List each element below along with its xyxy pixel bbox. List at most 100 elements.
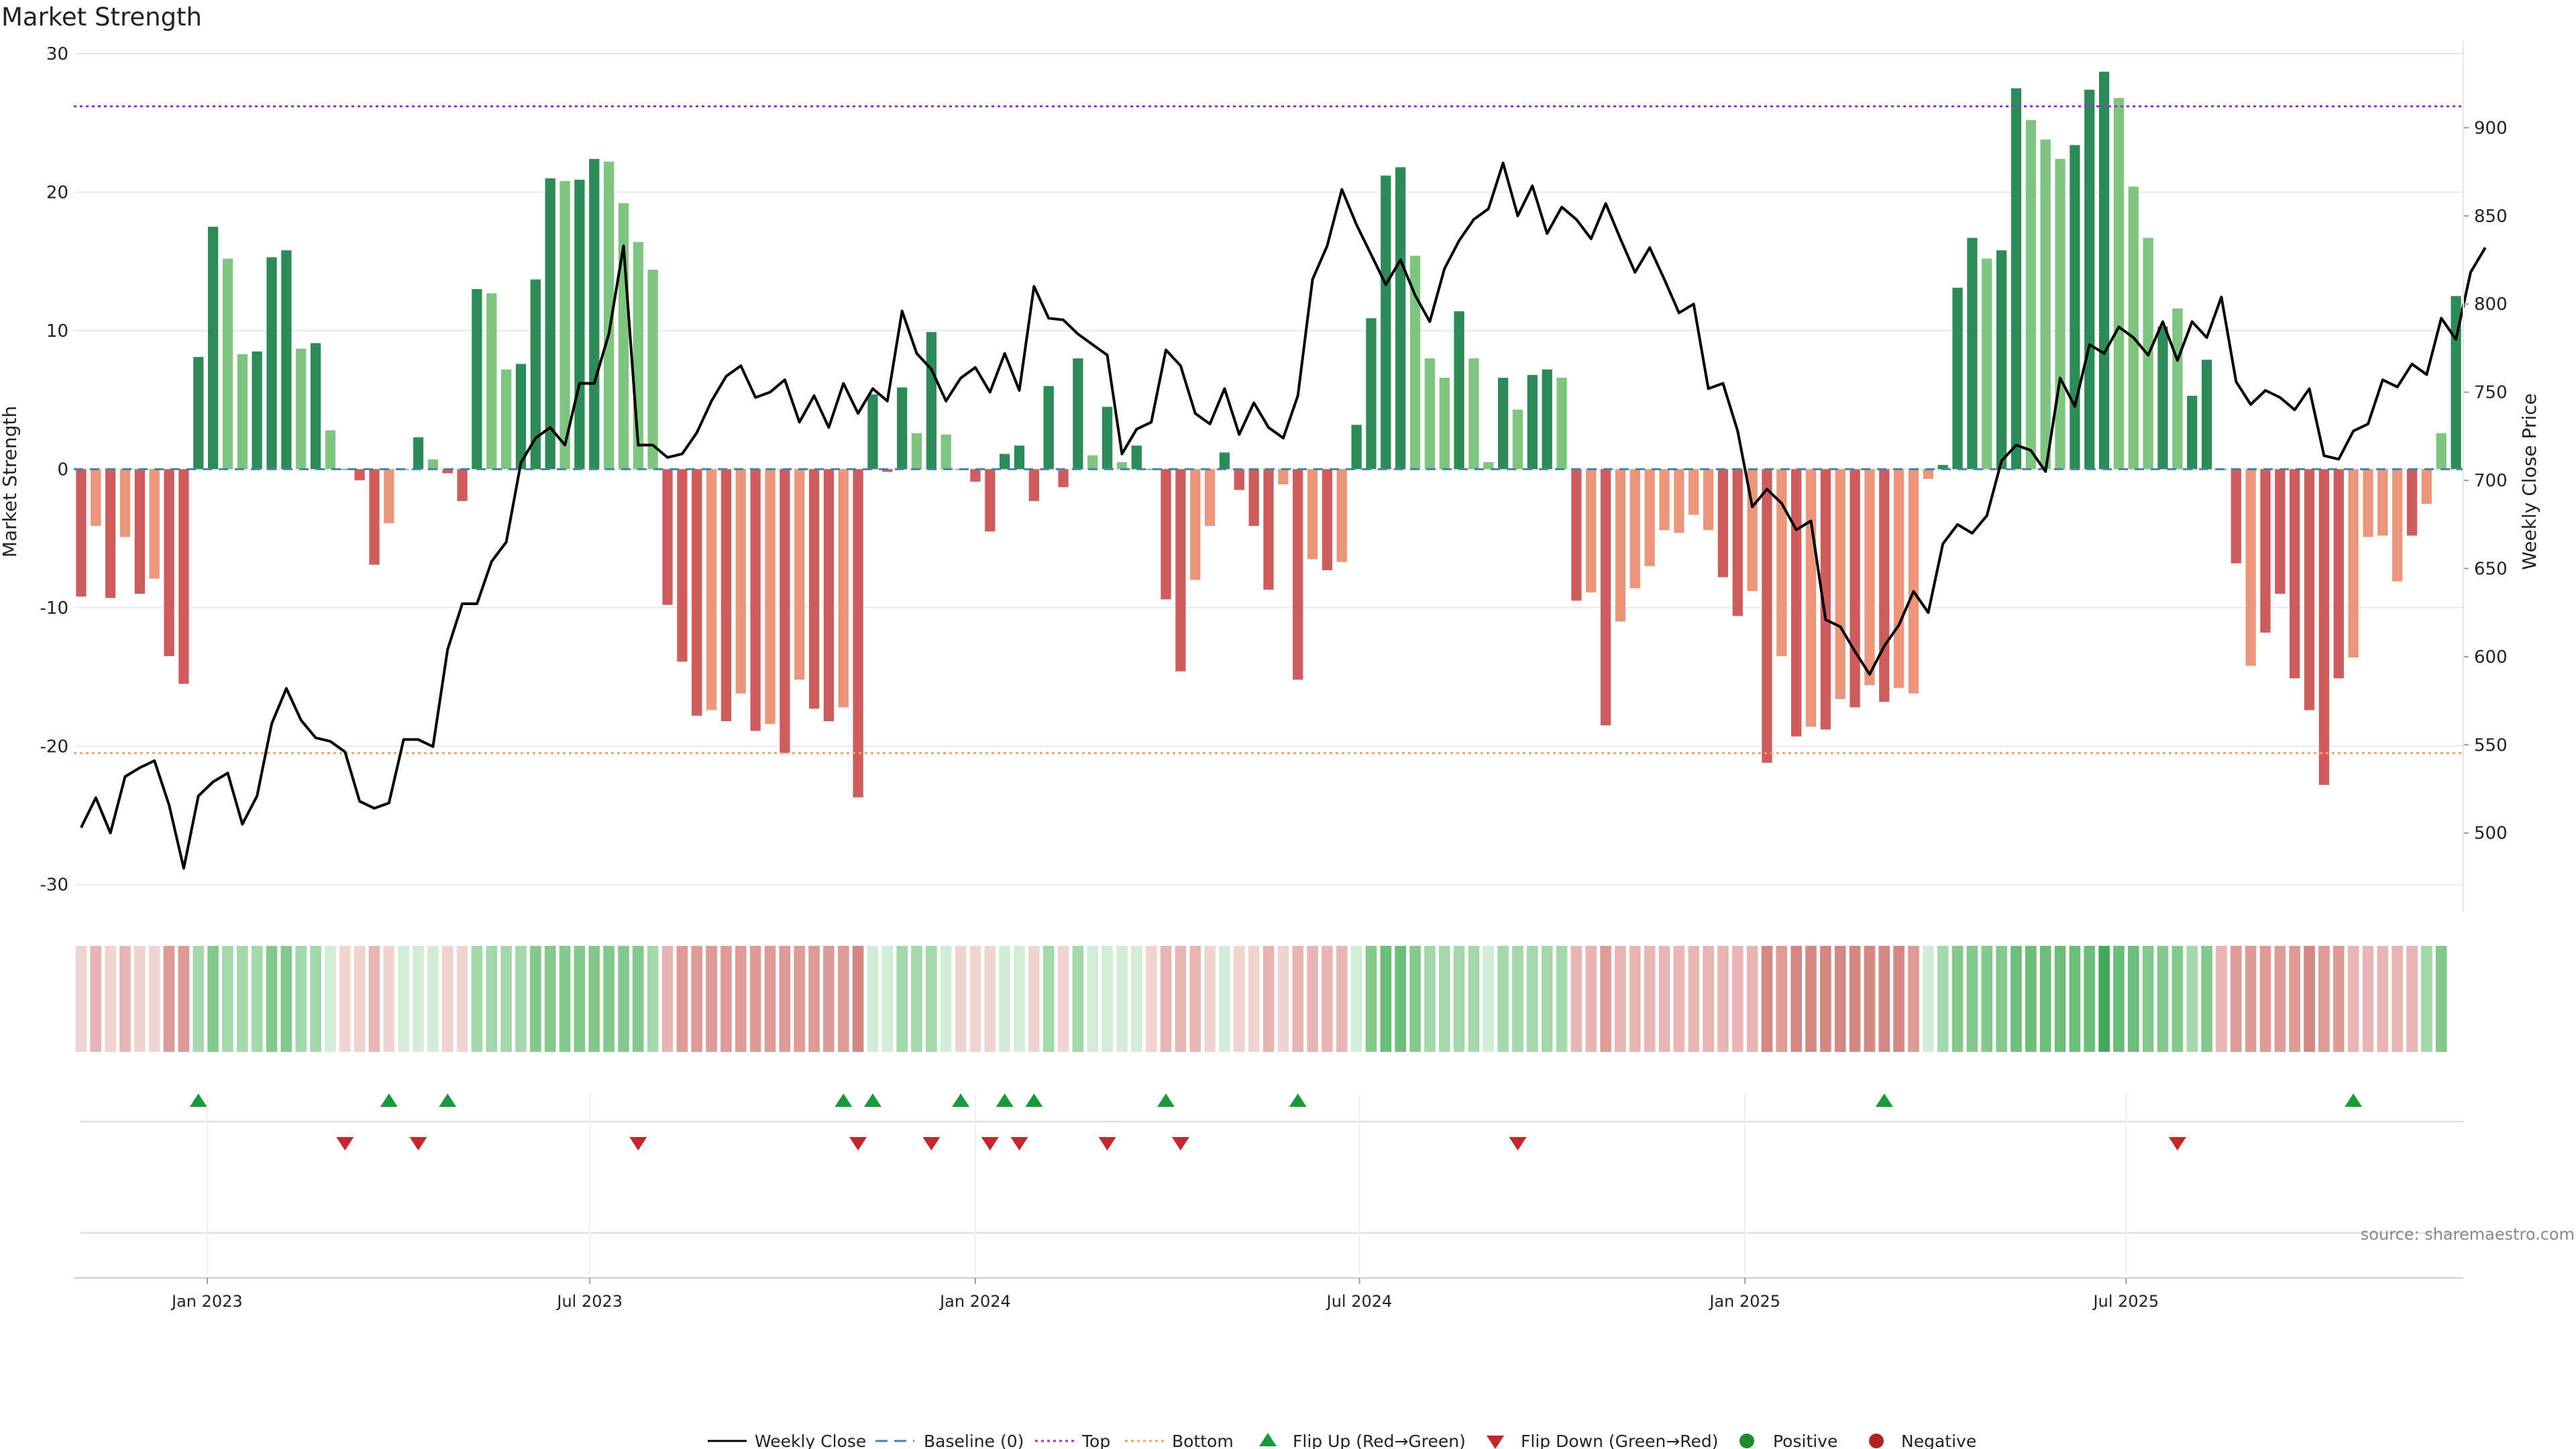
strength-bar	[720, 469, 732, 722]
strength-bar	[2113, 98, 2125, 470]
ribbon-cell	[706, 946, 717, 1052]
ribbon-cell	[207, 946, 219, 1052]
ribbon-cell	[148, 946, 160, 1052]
strength-bar	[515, 364, 527, 470]
ribbon-cell	[2054, 946, 2066, 1052]
flip-up-marker	[439, 1093, 457, 1107]
ribbon-cell	[2289, 946, 2300, 1052]
ribbon-cell	[896, 946, 908, 1052]
flip-down-marker	[981, 1137, 999, 1150]
strength-bar	[134, 469, 145, 594]
strength-bar	[1644, 469, 1655, 566]
ribbon-cell	[1350, 946, 1362, 1052]
strength-bar	[1864, 469, 1875, 686]
y2-tick-label: 650	[2474, 559, 2508, 579]
strength-bar	[882, 469, 893, 472]
strength-bar	[2070, 145, 2080, 470]
ribbon-cell	[749, 946, 761, 1052]
legend-flip-down-label: Flip Down (Green→Red)	[1521, 1432, 1719, 1449]
strength-bar	[1615, 469, 1626, 622]
ribbon-cell	[1322, 946, 1333, 1052]
strength-bar	[427, 459, 439, 470]
strength-bar	[442, 469, 453, 474]
strength-bar	[2348, 469, 2359, 658]
ribbon-cell	[2098, 946, 2110, 1052]
strength-bar	[1043, 386, 1054, 470]
strength-bar	[354, 469, 365, 480]
flip-up-marker	[952, 1093, 970, 1107]
strength-bar	[252, 351, 262, 470]
ribbon-cell	[1204, 946, 1216, 1052]
strength-bar	[735, 469, 746, 694]
strength-bar	[2421, 469, 2432, 504]
ribbon-cell	[163, 946, 175, 1052]
strength-bar	[692, 469, 702, 716]
strength-bar	[1483, 462, 1494, 470]
ribbon-cell	[237, 946, 248, 1052]
ribbon-cell	[1409, 946, 1421, 1052]
strength-bar	[911, 433, 922, 470]
ribbon-cell	[823, 946, 835, 1052]
strength-bar	[1732, 469, 1743, 616]
strength-bar	[1146, 469, 1157, 470]
ribbon-cell	[441, 946, 453, 1052]
ribbon-cell	[984, 946, 996, 1052]
strength-bar	[1395, 167, 1406, 470]
ribbon-cell	[1160, 946, 1172, 1052]
strength-bar	[2025, 120, 2036, 470]
ribbon-cell	[2010, 946, 2022, 1052]
y2-tick-label: 750	[2474, 383, 2508, 403]
strength-bar	[2010, 88, 2022, 470]
strength-bar	[1116, 462, 1128, 470]
chart-title: Market Strength	[1, 3, 202, 32]
ribbon-cell	[2377, 946, 2389, 1052]
ribbon-cell	[2304, 946, 2315, 1052]
strength-bar	[1263, 469, 1274, 590]
strength-bar	[603, 162, 614, 470]
ribbon-cell	[486, 946, 498, 1052]
flip-down-marker	[1171, 1137, 1189, 1150]
strength-bar	[1967, 237, 1978, 470]
ribbon-cell	[1673, 946, 1685, 1052]
strength-bar	[457, 469, 468, 501]
strength-bar	[1424, 358, 1436, 470]
ribbon-cell	[193, 946, 205, 1052]
ribbon-cell	[1263, 946, 1275, 1052]
ribbon-cell	[1145, 946, 1157, 1052]
strength-bar	[486, 293, 497, 470]
strength-bar	[941, 434, 951, 470]
ribbon-cell	[867, 946, 879, 1052]
legend-weekly-close-label: Weekly Close	[755, 1432, 866, 1449]
strength-bar	[1322, 469, 1333, 571]
ribbon-cell	[2230, 946, 2242, 1052]
ribbon-cell	[2025, 946, 2037, 1052]
strength-bar	[2451, 296, 2461, 470]
ribbon-cell	[1512, 946, 1523, 1052]
ribbon-cell	[1116, 946, 1128, 1052]
ribbon-cell	[2245, 946, 2257, 1052]
legend-positive-icon	[1739, 1434, 1754, 1448]
strength-bar	[1439, 378, 1450, 470]
flip-up-marker	[835, 1093, 853, 1107]
ribbon-cell	[559, 946, 571, 1052]
strength-bar	[1879, 469, 1890, 702]
ribbon-cell	[398, 946, 409, 1052]
legend-flip-down-icon	[1487, 1436, 1504, 1449]
ribbon-cell	[1776, 946, 1788, 1052]
ribbon-cell	[515, 946, 527, 1052]
strength-bar	[207, 227, 219, 470]
strength-bar	[823, 469, 835, 722]
ribbon-cell	[178, 946, 190, 1052]
ribbon-cell	[1966, 946, 1978, 1052]
legend: Weekly Close Baseline (0) Top Bottom Fli…	[708, 1432, 1976, 1449]
strength-bar	[237, 354, 248, 470]
strength-bar	[1894, 469, 1904, 688]
strength-bar	[413, 437, 424, 470]
ribbon-cell	[1834, 946, 1846, 1052]
strength-ribbon	[75, 946, 2447, 1052]
ribbon-cell	[530, 946, 541, 1052]
ribbon-cell	[2113, 946, 2125, 1052]
ribbon-cell	[2186, 946, 2198, 1052]
strength-bar	[2304, 469, 2315, 710]
strength-bar	[1542, 369, 1552, 470]
